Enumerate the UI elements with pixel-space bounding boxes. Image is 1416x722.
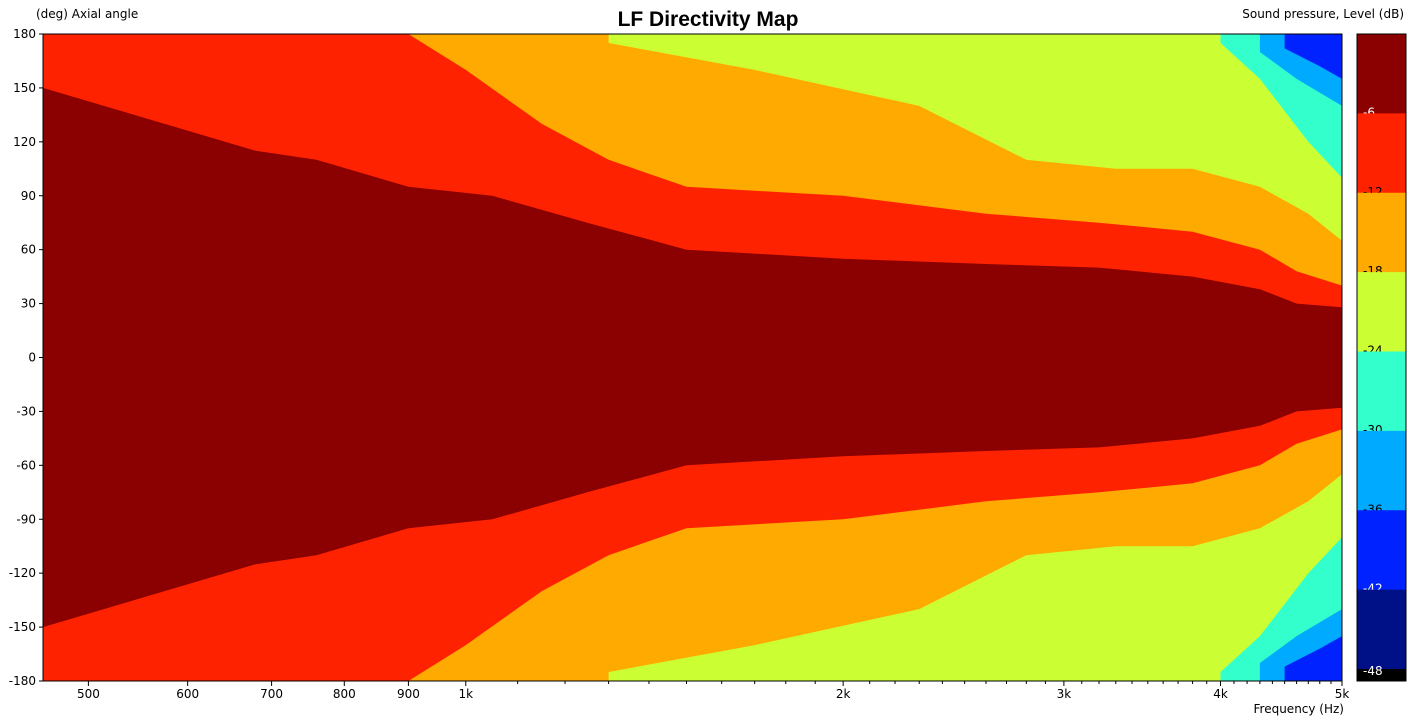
x-tick-label: 2k xyxy=(836,687,851,701)
x-axis-label: Frequency (Hz) xyxy=(1253,702,1345,716)
colorbar-tick-label: -48 xyxy=(1363,664,1383,678)
colorbar-segment xyxy=(1357,272,1406,352)
y-tick-label: 30 xyxy=(21,297,36,311)
x-tick-label: 1k xyxy=(458,687,473,701)
level-band-minus18 xyxy=(43,34,1342,681)
colorbar-label: Sound pressure, Level (dB) xyxy=(1242,7,1404,21)
level-band-minus30 xyxy=(1220,34,1342,681)
y-tick-label: 60 xyxy=(21,243,36,257)
colorbar-segment xyxy=(1357,351,1406,432)
x-tick-label: 5k xyxy=(1335,687,1350,701)
x-tick-label: 900 xyxy=(397,687,420,701)
colorbar: -6-12-18-24-30-36-42-48 xyxy=(1356,33,1407,682)
x-tick-label: 3k xyxy=(1057,687,1072,701)
y-tick-label: -30 xyxy=(16,404,36,418)
colorbar-segment xyxy=(1357,113,1406,194)
x-tick-label: 600 xyxy=(176,687,199,701)
axes: 180 150 120 90 60 30 0 -30 -60 -90 -120 -150 -180 500… xyxy=(9,27,1350,701)
x-tick-label: 800 xyxy=(333,687,356,701)
y-tick-label: 90 xyxy=(21,189,36,203)
colorbar-segment xyxy=(1357,430,1406,511)
y-axis-label: (deg) Axial angle xyxy=(36,7,139,21)
x-tick-label: 500 xyxy=(77,687,100,701)
colorbar-segment xyxy=(1357,589,1406,670)
colorbar-segment xyxy=(1357,192,1406,273)
y-tick-label: 150 xyxy=(13,81,36,95)
x-tick-label: 4k xyxy=(1213,687,1228,701)
y-tick-label: 0 xyxy=(28,351,36,365)
y-tick-label: 180 xyxy=(13,27,36,41)
y-tick-label: -120 xyxy=(9,566,36,580)
colorbar-tick-label: -6 xyxy=(1363,105,1375,119)
colorbar-segment xyxy=(1357,510,1406,591)
y-tick-label: -180 xyxy=(9,674,36,688)
colorbar-frame xyxy=(1356,33,1407,682)
y-tick-label: 120 xyxy=(13,135,36,149)
chart-title: LF Directivity Map xyxy=(617,8,799,31)
y-tick-label: -60 xyxy=(16,458,36,472)
level-band-minus24 xyxy=(608,34,1342,681)
y-tick-label: -150 xyxy=(9,620,36,634)
y-tick-label: -90 xyxy=(16,512,36,526)
plot-area xyxy=(43,34,1342,681)
colorbar-segment xyxy=(1357,34,1406,114)
level-band-minus36 xyxy=(1259,34,1342,681)
colorbar-segment xyxy=(1357,669,1406,681)
x-tick-label: 700 xyxy=(260,687,283,701)
